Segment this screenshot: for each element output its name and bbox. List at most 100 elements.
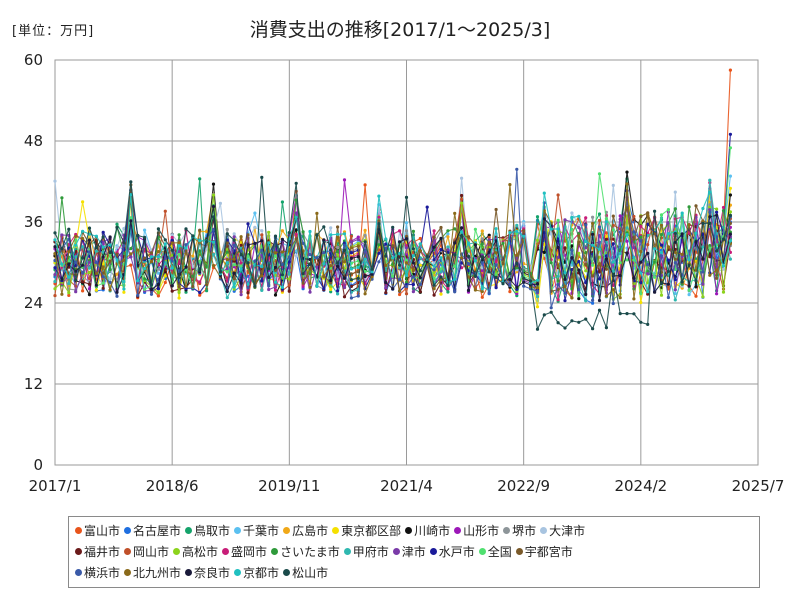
series-point bbox=[418, 236, 422, 241]
series-point bbox=[591, 301, 595, 305]
legend-entry: 富山市 bbox=[75, 522, 120, 539]
series-point bbox=[211, 240, 216, 244]
legend-label: 岡山市 bbox=[133, 545, 170, 559]
series-point bbox=[708, 208, 712, 212]
series-point bbox=[122, 244, 126, 248]
series-point bbox=[639, 300, 643, 305]
series-point bbox=[673, 261, 677, 265]
series-point bbox=[473, 243, 477, 247]
series-point bbox=[639, 249, 643, 254]
series-point bbox=[391, 287, 395, 291]
series-point bbox=[225, 261, 229, 265]
series-point bbox=[342, 243, 347, 247]
series-point bbox=[363, 233, 367, 237]
series-point bbox=[349, 284, 353, 288]
series-point bbox=[432, 235, 436, 239]
series-point bbox=[232, 271, 236, 275]
series-point bbox=[460, 261, 464, 265]
series-point bbox=[411, 254, 415, 258]
series-point bbox=[611, 214, 615, 218]
series-point bbox=[715, 207, 719, 211]
legend-entry: 川崎市 bbox=[405, 522, 450, 539]
series-point bbox=[522, 234, 526, 238]
series-point bbox=[708, 244, 712, 248]
series-point bbox=[225, 227, 229, 232]
series-point bbox=[287, 249, 291, 253]
series-point bbox=[404, 273, 409, 277]
series-point bbox=[570, 244, 574, 248]
legend-label: 堺市 bbox=[512, 524, 537, 538]
series-point bbox=[198, 228, 202, 232]
series-point bbox=[480, 237, 484, 241]
series-point bbox=[466, 235, 471, 239]
series-point bbox=[391, 244, 395, 248]
series-point bbox=[701, 282, 705, 286]
series-point bbox=[721, 237, 726, 241]
series-point bbox=[260, 229, 264, 233]
series-point bbox=[315, 256, 319, 260]
series-point bbox=[411, 261, 415, 265]
series-point bbox=[267, 230, 271, 234]
series-point bbox=[384, 281, 388, 285]
series-point bbox=[418, 249, 422, 253]
series-point bbox=[535, 238, 540, 242]
series-point bbox=[659, 243, 664, 247]
series-point bbox=[439, 248, 443, 252]
series-point bbox=[53, 273, 57, 277]
series-point bbox=[604, 237, 609, 241]
legend-label: 横浜市 bbox=[84, 566, 121, 580]
legend-label: 名古屋市 bbox=[133, 524, 182, 538]
legend-entry: 水戸市 bbox=[429, 543, 475, 560]
series-point bbox=[349, 278, 353, 282]
legend-label: 宇都宮市 bbox=[524, 545, 573, 559]
series-point bbox=[246, 233, 250, 237]
series-point bbox=[639, 292, 643, 296]
legend-marker bbox=[124, 548, 132, 555]
series-point bbox=[149, 255, 154, 259]
series-point bbox=[597, 172, 602, 176]
series-point bbox=[570, 319, 574, 323]
series-point bbox=[446, 290, 450, 294]
legend-entry: 甲府市 bbox=[343, 543, 389, 560]
series-point bbox=[184, 243, 188, 247]
series-point bbox=[728, 193, 733, 197]
series-point bbox=[349, 246, 353, 250]
series-point bbox=[122, 258, 126, 262]
series-point bbox=[308, 253, 312, 257]
series-point bbox=[336, 225, 340, 229]
series-point bbox=[666, 295, 671, 300]
series-point bbox=[694, 294, 698, 298]
series-point bbox=[322, 238, 326, 242]
series-point bbox=[432, 229, 436, 233]
legend-label: 鳥取市 bbox=[194, 524, 231, 538]
series-point bbox=[191, 284, 195, 289]
series-point bbox=[232, 277, 236, 281]
series-point bbox=[404, 261, 409, 265]
series-point bbox=[487, 240, 491, 244]
series-point bbox=[439, 267, 443, 271]
series-point bbox=[549, 232, 553, 236]
series-point bbox=[211, 252, 216, 257]
series-point bbox=[60, 196, 64, 200]
series-point bbox=[322, 275, 326, 279]
series-point bbox=[618, 312, 622, 316]
series-point bbox=[329, 290, 333, 294]
series-point bbox=[273, 254, 278, 258]
series-point bbox=[639, 214, 643, 219]
series-point bbox=[239, 235, 243, 239]
series-point bbox=[315, 284, 319, 288]
series-point bbox=[205, 240, 209, 244]
x-tick-label: 2018/6 bbox=[146, 477, 199, 495]
series-point bbox=[563, 299, 567, 303]
series-point bbox=[81, 245, 85, 249]
series-point bbox=[53, 179, 57, 183]
series-point bbox=[260, 248, 264, 252]
series-point bbox=[673, 257, 677, 261]
series-point bbox=[604, 217, 609, 221]
legend-marker bbox=[234, 569, 242, 576]
series-point bbox=[156, 255, 160, 259]
series-point bbox=[260, 274, 264, 278]
legend-entry: 横浜市 bbox=[75, 564, 120, 581]
series-point bbox=[156, 250, 160, 254]
series-point bbox=[673, 207, 677, 211]
